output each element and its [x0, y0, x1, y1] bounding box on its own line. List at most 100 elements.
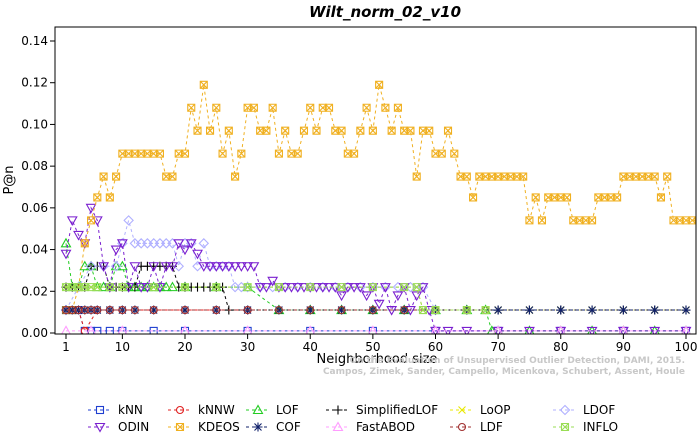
point-LDF-10: [180, 306, 190, 315]
legend-marker-COF: [253, 422, 263, 432]
point-ODIN-14: [148, 262, 160, 272]
point-LDF-13: [274, 306, 283, 315]
point-KDEOS-24: [212, 103, 221, 112]
point-LDF-9: [149, 306, 158, 315]
point-KDEOS-7: [105, 193, 114, 202]
point-INFLO-13: [306, 283, 315, 292]
legend-label-FastABOD: FastABOD: [356, 420, 415, 434]
point-ODIN-44: [336, 291, 347, 302]
point-LOF-0: [60, 237, 72, 248]
point-COF-26: [681, 305, 691, 315]
point-ODIN-6: [98, 262, 110, 272]
x-tick-label-10: 100: [675, 340, 698, 354]
point-LDF-6: [105, 306, 114, 315]
point-KDEOS-40: [312, 126, 321, 135]
point-INFLO-20: [462, 306, 471, 315]
point-FastABOD-10: [618, 325, 629, 334]
legend-label-COF: COF: [276, 420, 301, 434]
credit-line-1: On the Evaluation of Unsupervised Outlie…: [350, 356, 685, 366]
point-KDEOS-39: [306, 103, 315, 112]
legend: kNN kNNW LOF SimplifiedLOF LoOP LDOF ODIN KDEOS…: [88, 403, 618, 434]
point-ODIN-2: [73, 230, 84, 241]
point-KDEOS-22: [199, 80, 208, 89]
x-tick-label-8: 80: [553, 340, 568, 354]
legend-label-ODIN: ODIN: [118, 420, 149, 434]
point-KDEOS-37: [293, 149, 302, 158]
point-KDEOS-3: [80, 239, 89, 248]
point-ODIN-23: [204, 262, 216, 272]
point-ODIN-17: [167, 262, 178, 272]
point-KDEOS-47: [356, 126, 365, 135]
point-KDEOS-33: [268, 103, 277, 112]
point-LDF-14: [306, 306, 315, 315]
legend-marker-ODIN: [94, 422, 106, 433]
point-KDEOS-60: [437, 149, 446, 158]
point-LDF-7: [118, 306, 127, 315]
legend-marker-LDF: [457, 422, 467, 432]
point-KDEOS-62: [450, 149, 459, 158]
point-FastABOD-6: [367, 325, 378, 334]
chart-title: Wilt_norm_02_v10: [309, 3, 461, 21]
point-KDEOS-17: [168, 172, 177, 181]
x-tick-label-1: 10: [115, 340, 130, 354]
series-line-kNNW: [66, 309, 248, 333]
legend-item-FastABOD: FastABOD: [326, 420, 415, 434]
point-FastABOD-8: [493, 325, 504, 334]
point-FastABOD-4: [242, 325, 253, 334]
point-KDEOS-74: [525, 216, 534, 225]
legend-label-kNN: kNN: [118, 403, 143, 417]
point-KDEOS-6: [99, 172, 108, 181]
point-KDEOS-88: [613, 193, 622, 202]
x-tick-label-0: 1: [62, 340, 70, 354]
point-COF-21: [524, 305, 534, 315]
x-tick-label-9: 90: [616, 340, 631, 354]
point-KDEOS-8: [112, 172, 121, 181]
point-KDEOS-44: [337, 126, 346, 135]
point-ODIN-31: [254, 283, 266, 293]
legend-marker-LoOP: [458, 406, 466, 414]
point-KDEOS-65: [469, 193, 478, 202]
y-tick-label-5: 0.10: [21, 117, 48, 131]
x-tick-label-2: 20: [177, 340, 192, 354]
point-INFLO-15: [368, 283, 377, 292]
point-KDEOS-23: [205, 126, 215, 135]
point-LDF-5: [93, 306, 102, 315]
legend-item-LDOF: LDOF: [553, 403, 615, 417]
point-ODIN-50: [373, 299, 385, 310]
point-LDF-15: [337, 306, 346, 315]
legend-label-INFLO: INFLO: [583, 420, 618, 434]
legend-item-INFLO: INFLO: [553, 420, 618, 434]
point-ODIN-28: [235, 262, 247, 272]
point-KDEOS-50: [375, 80, 384, 89]
point-ODIN-25: [217, 262, 229, 272]
point-kNN-6: [105, 326, 114, 334]
legend-label-LoOP: LoOP: [480, 403, 511, 417]
series-FastABOD: [61, 325, 691, 334]
point-KDEOS-15: [155, 149, 164, 158]
point-KDEOS-34: [274, 149, 283, 158]
point-INFLO-12: [274, 283, 283, 292]
series-INFLO: [61, 283, 490, 315]
y-tick-label-7: 0.14: [21, 34, 48, 48]
point-ODIN-56: [411, 291, 423, 302]
credit-line-2: Campos, Zimek, Sander, Campello, Micenko…: [323, 367, 685, 377]
legend-label-LOF: LOF: [276, 403, 299, 417]
point-INFLO-18: [418, 306, 428, 315]
y-tick-label-1: 0.02: [21, 284, 48, 298]
point-FastABOD-7: [430, 325, 441, 334]
point-KDEOS-80: [562, 193, 572, 202]
point-KDEOS-48: [362, 103, 371, 112]
point-ODIN-51: [379, 283, 391, 293]
point-ODIN-30: [248, 262, 260, 272]
legend-item-SimplifiedLOF: SimplifiedLOF: [326, 403, 438, 417]
y-tick-label-6: 0.12: [21, 76, 48, 90]
point-LDF-17: [400, 306, 409, 315]
series-line-INFLO: [66, 286, 486, 311]
x-tick-label-7: 70: [490, 340, 505, 354]
point-KDEOS-101: [694, 216, 696, 225]
point-KDEOS-64: [462, 172, 471, 181]
point-KDEOS-21: [193, 126, 202, 135]
point-ODIN-18: [173, 239, 185, 249]
axes: 1 10 20 30 40 50 60 70 80 90 100 0.00 0.02 0.04 0.06 0.…: [21, 34, 697, 354]
